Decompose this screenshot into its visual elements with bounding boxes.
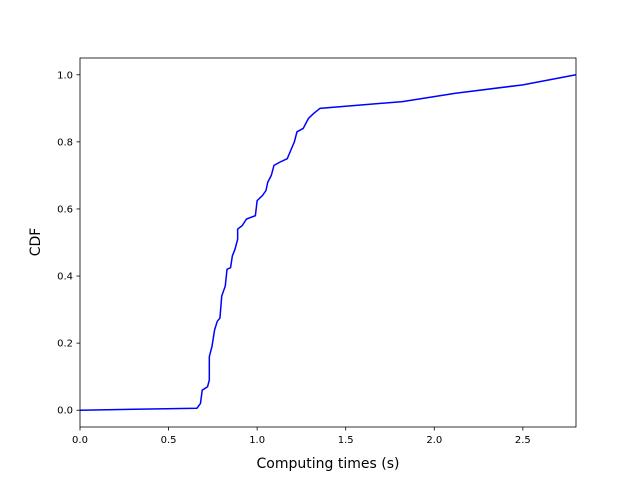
- y-axis-label: CDF: [28, 228, 44, 257]
- x-tick-label: 2.5: [515, 435, 531, 446]
- x-tick-label: 0.0: [72, 435, 88, 446]
- y-tick-label: 1.0: [57, 70, 73, 81]
- y-tick-label: 0.0: [57, 406, 73, 417]
- data-line: [79, 74, 577, 411]
- x-axis-label: Computing times (s): [257, 456, 400, 472]
- plot-frame: [79, 57, 577, 428]
- x-tick-label: 1.5: [338, 435, 354, 446]
- y-tick-label: 0.4: [57, 272, 73, 283]
- x-tick-label: 1.0: [249, 435, 265, 446]
- y-tick-label: 0.8: [57, 137, 73, 148]
- x-tick-label: 2.0: [426, 435, 442, 446]
- y-tick-label: 0.2: [57, 339, 73, 350]
- x-tick-label: 0.5: [161, 435, 177, 446]
- y-tick-label: 0.6: [57, 204, 73, 215]
